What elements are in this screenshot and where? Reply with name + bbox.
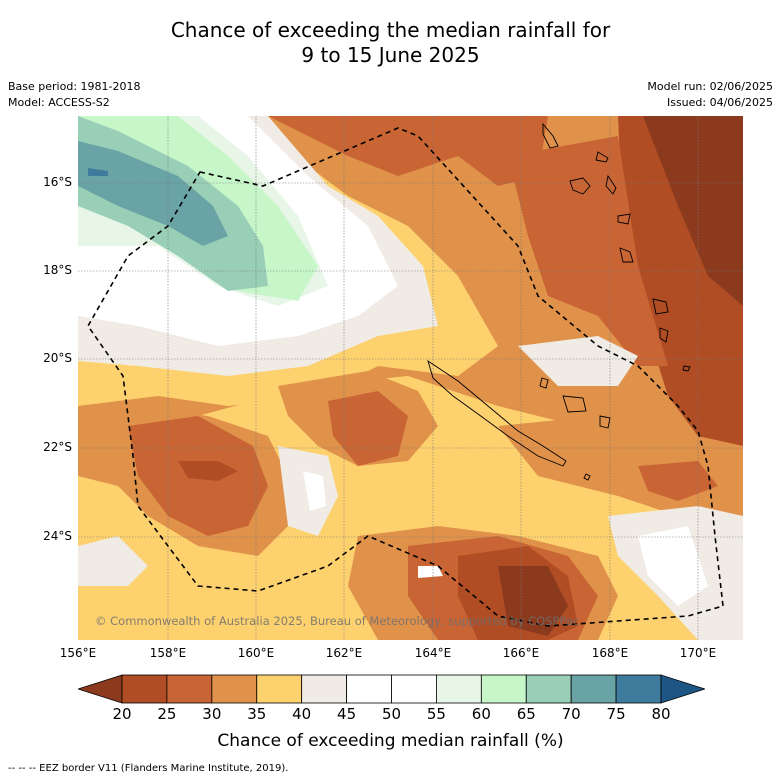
colorbar-cell (391, 674, 437, 704)
colorbar-tick-label: 20 (112, 705, 132, 723)
colorbar-extend-low (78, 674, 123, 704)
lat-label-18s: 18°S (43, 263, 72, 277)
colorbar-cell (436, 674, 482, 704)
colorbar-tick-label: 40 (292, 705, 312, 723)
colorbar-cell (346, 674, 392, 704)
lon-label-162e: 162°E (325, 646, 363, 660)
lon-label-160e: 160°E (237, 646, 275, 660)
lon-label-156e: 156°E (59, 646, 97, 660)
colorbar-cell (615, 674, 662, 704)
copyright-notice: © Commonwealth of Australia 2025, Bureau… (95, 614, 580, 628)
colorbar-tick-label: 25 (157, 705, 177, 723)
colorbar-tick-label: 50 (381, 705, 402, 723)
lat-label-24s: 24°S (43, 529, 72, 543)
colorbar-tick-label: 45 (337, 705, 357, 723)
meta-left: Base period: 1981-2018 Model: ACCESS-S2 (8, 79, 140, 111)
lon-label-166e: 166°E (502, 646, 540, 660)
title-line-2: 9 to 15 June 2025 (301, 43, 480, 67)
colorbar-cell (570, 674, 617, 704)
eez-border (87, 127, 724, 627)
colorbar-tick-label: 65 (516, 705, 536, 723)
colorbar-tick-label: 70 (561, 705, 581, 723)
lon-label-168e: 168°E (591, 646, 629, 660)
colorbar-tick-label: 75 (606, 705, 626, 723)
lon-label-170e: 170°E (679, 646, 717, 660)
issued-date: Issued: 04/06/2025 (666, 96, 773, 109)
colorbar-title: Chance of exceeding median rainfall (%) (217, 731, 564, 751)
graticule (78, 116, 743, 640)
colorbar-cell (525, 674, 572, 704)
lon-label-158e: 158°E (149, 646, 187, 660)
meta-right: Model run: 02/06/2025 Issued: 04/06/2025 (647, 79, 773, 111)
lat-label-16s: 16°S (43, 175, 72, 189)
model-run: Model run: 02/06/2025 (647, 80, 773, 93)
eez-legend: -- -- -- EEZ border V11 (Flanders Marine… (8, 763, 289, 774)
base-period: Base period: 1981-2018 (8, 80, 141, 93)
lat-label-22s: 22°S (43, 440, 72, 454)
colorbar (78, 674, 705, 704)
map-title: Chance of exceeding the median rainfall … (0, 18, 781, 68)
colorbar-tick-label: 80 (651, 705, 671, 723)
rainfall-map (78, 116, 743, 640)
colorbar-tick-label: 55 (426, 705, 446, 723)
islands (427, 122, 691, 481)
model-name: Model: ACCESS-S2 (8, 96, 110, 109)
colorbar-cell (166, 674, 213, 704)
lon-label-164e: 164°E (414, 646, 452, 660)
colorbar-cell (480, 674, 527, 704)
colorbar-cell (256, 674, 303, 704)
colorbar-tick-label: 35 (247, 705, 267, 723)
colorbar-tick-label: 60 (471, 705, 491, 723)
lat-label-20s: 20°S (43, 351, 72, 365)
colorbar-cell (121, 674, 168, 704)
title-line-1: Chance of exceeding the median rainfall … (170, 18, 611, 42)
colorbar-extend-high (660, 674, 705, 704)
colorbar-cell (301, 674, 347, 704)
colorbar-cell (211, 674, 258, 704)
colorbar-tick-label: 30 (202, 705, 222, 723)
